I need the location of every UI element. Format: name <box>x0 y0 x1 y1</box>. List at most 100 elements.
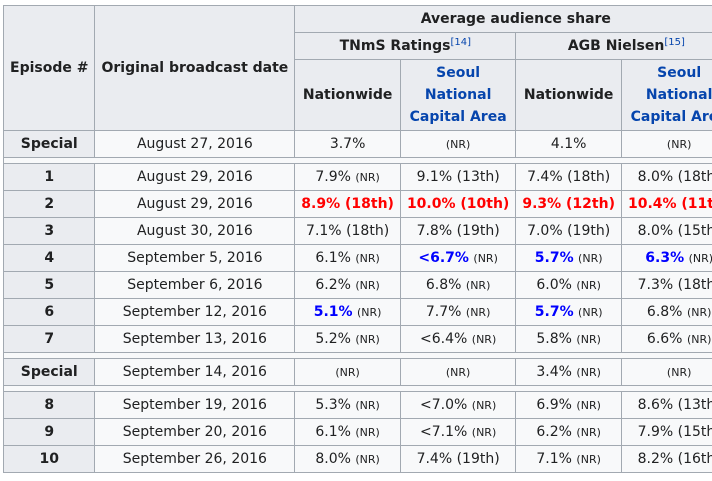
tnms-nationwide-header: Nationwide <box>295 60 401 131</box>
agb-seoul-cell: 10.4% (11th) <box>621 191 712 218</box>
episode-cell: Special <box>4 359 95 386</box>
share-value: 8.0% <box>315 451 351 467</box>
share-value: 6.3% <box>645 250 684 266</box>
rank-note: (NR) <box>446 366 470 379</box>
share-value: 8.6% (13th) <box>638 397 712 413</box>
share-value: <6.4% <box>420 331 467 347</box>
date-cell: September 19, 2016 <box>95 392 295 419</box>
agb-reference-link[interactable]: [15] <box>664 37 685 48</box>
tnms-seoul-cell: <6.7% (NR) <box>400 245 515 272</box>
share-value: 5.7% <box>535 304 574 320</box>
share-value: 6.1% <box>315 424 351 440</box>
rank-note: (NR) <box>355 426 379 439</box>
tnms-seoul-cell: 7.7% (NR) <box>400 299 515 326</box>
tnms-seoul-cell: 9.1% (13th) <box>400 164 515 191</box>
tnms-seoul-cell: <7.1% (NR) <box>400 419 515 446</box>
share-value: 7.0% (19th) <box>527 223 610 239</box>
broadcast-date-header: Original broadcast date <box>95 6 295 131</box>
tnms-reference-link[interactable]: [14] <box>450 37 471 48</box>
share-value: <6.7% <box>418 250 469 266</box>
agb-seoul-cell: 6.3% (NR) <box>621 245 712 272</box>
rank-note: (NR) <box>357 306 381 319</box>
tnms-nationwide-cell: 3.7% <box>295 131 401 158</box>
tnms-seoul-cell: 7.4% (19th) <box>400 446 515 473</box>
tnms-nationwide-cell: 8.0% (NR) <box>295 446 401 473</box>
share-value: 7.3% (18th) <box>638 277 712 293</box>
share-value: 4.1% <box>551 136 587 152</box>
share-value: 9.1% (13th) <box>417 169 500 185</box>
rank-note: (NR) <box>355 171 379 184</box>
agb-nationwide-cell: 7.1% (NR) <box>516 446 622 473</box>
agb-seoul-cell: 6.8% (NR) <box>621 299 712 326</box>
date-cell: September 13, 2016 <box>95 326 295 353</box>
rank-note: (NR) <box>689 252 712 265</box>
share-value: <7.0% <box>420 397 467 413</box>
tnms-seoul-cell: 6.8% (NR) <box>400 272 515 299</box>
episode-cell: 9 <box>4 419 95 446</box>
share-value: 6.2% <box>315 277 351 293</box>
agb-nationwide-header: Nationwide <box>516 60 622 131</box>
agb-seoul-link[interactable]: Seoul National Capital Area <box>621 60 712 131</box>
episode-cell: 3 <box>4 218 95 245</box>
tnms-nationwide-cell: 8.9% (18th) <box>295 191 401 218</box>
rank-note: (NR) <box>578 252 602 265</box>
tnms-nationwide-cell: 6.2% (NR) <box>295 272 401 299</box>
rank-note: (NR) <box>355 399 379 412</box>
rank-note: (NR) <box>446 138 470 151</box>
episode-cell: 2 <box>4 191 95 218</box>
share-value: 8.0% (15th) <box>638 223 712 239</box>
tnms-seoul-cell: <7.0% (NR) <box>400 392 515 419</box>
tnms-seoul-cell: (NR) <box>400 131 515 158</box>
agb-seoul-cell: 8.6% (13th) <box>621 392 712 419</box>
tnms-seoul-link[interactable]: Seoul National Capital Area <box>400 60 515 131</box>
share-value: 6.1% <box>315 250 351 266</box>
agb-seoul-cell: 7.9% (15th) <box>621 419 712 446</box>
rank-note: (NR) <box>687 333 711 346</box>
episode-cell: 10 <box>4 446 95 473</box>
rank-note: (NR) <box>667 138 691 151</box>
ratings-table: Episode # Original broadcast date Averag… <box>3 5 712 473</box>
date-cell: August 29, 2016 <box>95 164 295 191</box>
agb-seoul-cell: (NR) <box>621 359 712 386</box>
rank-note: (NR) <box>576 366 600 379</box>
rank-note: (NR) <box>355 333 379 346</box>
date-cell: September 5, 2016 <box>95 245 295 272</box>
share-value: <7.1% <box>420 424 467 440</box>
share-value: 10.4% (11th) <box>628 196 712 212</box>
share-value: 3.7% <box>330 136 366 152</box>
agb-seoul-cell: 6.6% (NR) <box>621 326 712 353</box>
rank-note: (NR) <box>355 453 379 466</box>
rank-note: (NR) <box>355 279 379 292</box>
share-value: 6.9% <box>536 397 572 413</box>
agb-nationwide-cell: 5.8% (NR) <box>516 326 622 353</box>
agb-nationwide-cell: 3.4% (NR) <box>516 359 622 386</box>
episode-header: Episode # <box>4 6 95 131</box>
agb-nationwide-cell: 7.0% (19th) <box>516 218 622 245</box>
share-value: 7.1% <box>536 451 572 467</box>
share-value: 6.8% <box>426 277 462 293</box>
tnms-nationwide-cell: (NR) <box>295 359 401 386</box>
date-cell: September 26, 2016 <box>95 446 295 473</box>
rank-note: (NR) <box>473 252 497 265</box>
rank-note: (NR) <box>576 453 600 466</box>
share-value: 7.9% <box>315 169 351 185</box>
episode-cell: 8 <box>4 392 95 419</box>
tnms-seoul-cell: (NR) <box>400 359 515 386</box>
share-value: 5.7% <box>535 250 574 266</box>
agb-seoul-cell: 8.0% (15th) <box>621 218 712 245</box>
agb-label: AGB Nielsen <box>568 38 664 54</box>
rank-note: (NR) <box>576 333 600 346</box>
rank-note: (NR) <box>667 366 691 379</box>
agb-nationwide-cell: 6.0% (NR) <box>516 272 622 299</box>
share-value: 7.4% (19th) <box>417 451 500 467</box>
tnms-seoul-cell: 7.8% (19th) <box>400 218 515 245</box>
tnms-nationwide-cell: 7.1% (18th) <box>295 218 401 245</box>
agb-nationwide-cell: 6.2% (NR) <box>516 419 622 446</box>
date-cell: September 12, 2016 <box>95 299 295 326</box>
